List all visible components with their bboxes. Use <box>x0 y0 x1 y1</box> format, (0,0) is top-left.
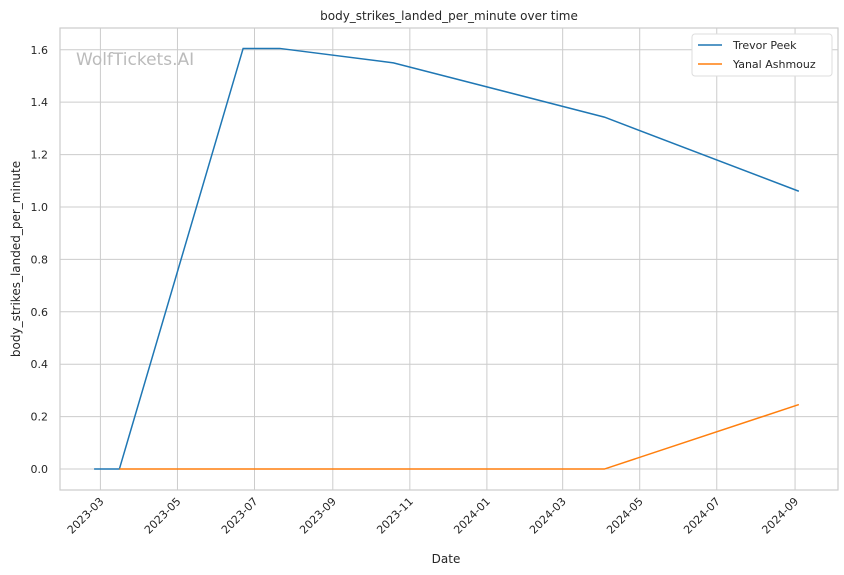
x-tick-label: 2023-09 <box>297 495 339 537</box>
x-tick-label: 2023-11 <box>374 495 416 537</box>
x-tick-label: 2024-03 <box>527 495 569 537</box>
x-tick-label: 2023-07 <box>219 495 261 537</box>
x-tick-label: 2023-05 <box>142 495 184 537</box>
x-tick-label: 2023-03 <box>65 495 107 537</box>
x-tick-label: 2024-05 <box>604 495 646 537</box>
y-tick-label: 0.0 <box>31 463 49 476</box>
y-tick-label: 0.2 <box>31 411 49 424</box>
legend-box <box>691 33 833 77</box>
y-tick-label: 0.6 <box>31 306 49 319</box>
watermark: WolfTickets.AI <box>76 50 194 70</box>
y-axis-label: body_strikes_landed_per_minute <box>9 161 23 357</box>
y-tick-label: 1.4 <box>31 96 49 109</box>
plot-frame <box>59 27 839 491</box>
y-tick-label: 1.2 <box>31 149 49 162</box>
x-axis-label: Date <box>432 552 461 566</box>
legend: Trevor Peek Yanal Ashmouz <box>691 33 833 77</box>
x-tick-label: 2024-09 <box>759 495 801 537</box>
y-tick-label: 1.6 <box>31 44 49 57</box>
x-tick-label: 2024-01 <box>451 495 493 537</box>
y-tick-label: 0.4 <box>31 358 49 371</box>
y-tick-label: 1.0 <box>31 201 49 214</box>
chart-title: body_strikes_landed_per_minute over time <box>320 9 578 23</box>
series-line-0 <box>94 47 800 470</box>
series-line-1 <box>119 403 800 470</box>
legend-label: Trevor Peek <box>732 39 797 52</box>
x-tick-label: 2024-07 <box>681 495 723 537</box>
legend-label: Yanal Ashmouz <box>732 58 816 71</box>
y-tick-label: 0.8 <box>31 253 49 266</box>
